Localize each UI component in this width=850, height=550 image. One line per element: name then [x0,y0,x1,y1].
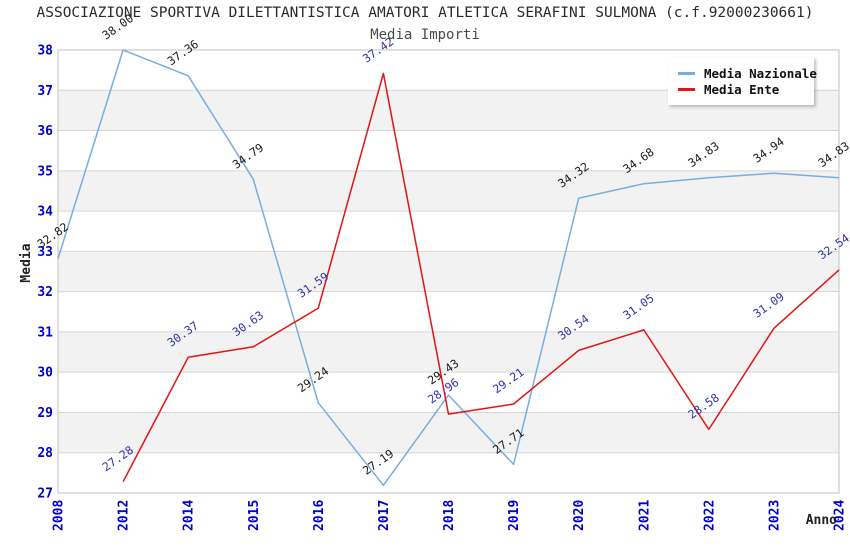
x-axis-title: Anno [806,513,837,528]
plot-band [58,251,839,292]
x-tick-label: 2014 [182,500,197,531]
x-tick-label: 2020 [572,500,587,531]
series-line-ente[interactable] [122,72,840,483]
y-tick-label: 31 [37,325,53,340]
chart-title: ASSOCIAZIONE SPORTIVA DILETTANTISTICA AM… [36,5,814,21]
data-label: 37.36 [165,37,201,68]
y-axis-title: Media [19,243,34,282]
y-tick-label: 29 [37,406,53,421]
plot-band [58,331,839,373]
x-tick-label: 2024 [833,500,848,531]
x-tick-label: 2017 [377,500,392,531]
y-tick-label: 28 [37,446,53,461]
chart-subtitle: Media Importi [370,27,480,43]
x-tick-label: 2016 [312,500,327,531]
x-tick-label: 2023 [767,500,782,531]
data-label: 34.83 [816,139,850,170]
y-tick-label: 35 [37,164,53,179]
chart-legend: Media Nazionale Media Ente [668,57,817,105]
plot-band [58,412,839,453]
data-label: 34.94 [750,134,786,165]
x-tick-label: 2012 [117,500,132,531]
data-label: 38.00 [100,11,136,42]
y-tick-label: 36 [37,124,53,139]
data-label: 31.05 [620,291,656,322]
data-label: 34.83 [685,139,721,170]
data-label: 34.79 [230,140,266,171]
y-tick-label: 33 [37,245,53,260]
x-tick-label: 2015 [247,500,262,531]
x-tick-label: 2021 [637,500,652,531]
plot-border [57,49,840,494]
y-tick-label: 37 [37,84,53,99]
legend-item-media-nazionale[interactable]: Media Nazionale [678,66,817,81]
y-tick-label: 27 [37,487,53,502]
legend-label-nazionale: Media Nazionale [704,66,817,81]
y-tick-label: 34 [37,205,53,220]
legend-label-ente: Media Ente [704,82,780,97]
legend-item-media-ente[interactable]: Media Ente [678,82,814,97]
legend-swatch-nazionale [678,72,695,75]
series-line-nazionale[interactable] [57,49,840,487]
x-tick-label: 2022 [702,500,717,531]
x-tick-label: 2019 [507,500,522,531]
legend-swatch-ente [678,88,695,91]
y-tick-label: 30 [37,366,53,381]
data-label: 31.09 [750,289,786,320]
y-tick-label: 38 [37,44,53,59]
y-tick-label: 32 [37,285,53,300]
x-tick-label: 2008 [52,500,67,531]
x-tick-label: 2018 [442,500,457,531]
